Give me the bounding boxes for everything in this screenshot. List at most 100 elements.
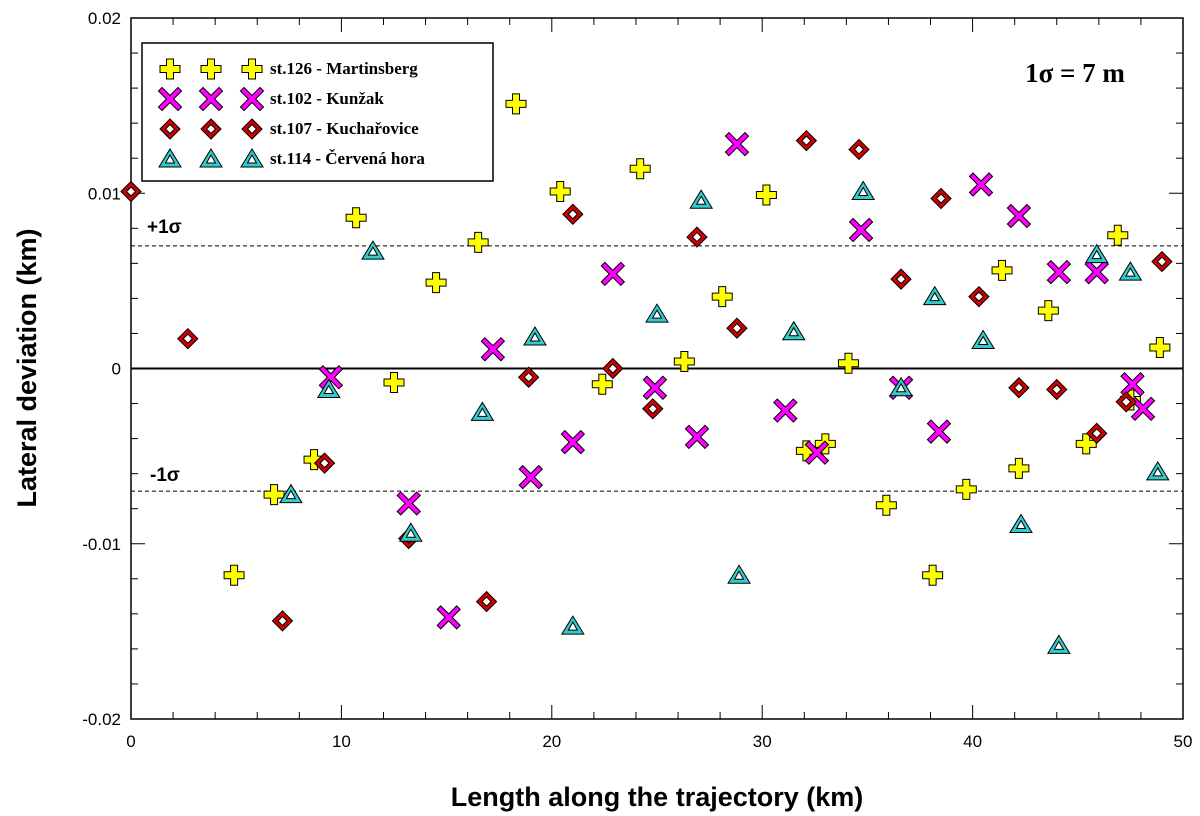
y-axis-title: Lateral deviation (km) (12, 228, 42, 507)
data-point-plus (922, 564, 944, 586)
data-point-plus (673, 350, 695, 372)
x-tick-label: 30 (753, 732, 772, 751)
data-point-plus (303, 449, 325, 471)
y-tick-label: 0 (112, 360, 121, 379)
data-point-x (318, 365, 344, 390)
data-point-x (1120, 372, 1145, 397)
data-point-diamond (475, 590, 498, 613)
data-point-diamond (177, 328, 199, 350)
data-point-triangle (1046, 634, 1071, 654)
legend-marker-x (198, 86, 224, 112)
legend-marker-diamond (200, 118, 222, 140)
data-point-plus (467, 231, 489, 253)
data-point-x (724, 131, 750, 157)
data-point-diamond (120, 180, 142, 203)
data-point-plus (1037, 300, 1059, 322)
data-point-diamond (271, 610, 294, 632)
data-point-triangle (470, 401, 495, 421)
data-point-triangle (851, 180, 876, 200)
x-tick-labels: 0 10 20 30 40 50 (126, 732, 1192, 751)
data-point-x (480, 336, 506, 362)
legend-markers (157, 58, 265, 168)
data-point-triangle (316, 378, 341, 399)
data-point-triangle (689, 189, 714, 209)
legend-label-martinsberg: st.126 - Martinsberg (270, 59, 418, 78)
data-point-plus (1149, 336, 1171, 358)
reference-lines (131, 245, 1183, 492)
data-point-diamond (562, 203, 584, 225)
data-point-plus (223, 564, 245, 586)
data-point-x (1046, 259, 1072, 285)
legend: st.126 - Martinsberg st.102 - Kunžak st.… (141, 42, 494, 182)
data-point-plus (629, 158, 651, 180)
data-point-plus (549, 180, 571, 202)
data-point-x (436, 605, 461, 630)
data-point-triangle (523, 325, 547, 346)
data-point-plus (755, 184, 777, 206)
data-point-plus (837, 352, 859, 374)
data-point-diamond (726, 317, 748, 339)
data-point-plus (505, 93, 527, 115)
data-point-triangle (1145, 460, 1170, 481)
data-point-plus (1075, 433, 1097, 455)
x-tick-label: 40 (963, 732, 982, 751)
legend-label-cervena-hora: st.114 - Červená hora (270, 149, 425, 168)
data-point-diamond (930, 187, 952, 210)
data-point-x (1130, 396, 1156, 422)
legend-marker-triangle (199, 148, 223, 168)
x-tick-label: 0 (126, 732, 135, 751)
data-point-diamond (1008, 377, 1030, 399)
x-tick-label: 10 (332, 732, 351, 751)
data-point-plus (711, 286, 733, 308)
data-point-triangle (1084, 243, 1109, 264)
data-point-x (684, 424, 710, 450)
legend-label-kucharovice: st.107 - Kuchařovice (270, 119, 419, 138)
data-point-triangle (560, 615, 585, 635)
data-point-triangle (889, 376, 913, 397)
data-point-plus (591, 373, 613, 395)
data-point-plus (1008, 457, 1030, 479)
data-point-plus (1107, 224, 1129, 246)
data-point-triangle (922, 285, 947, 306)
data-point-x (968, 172, 994, 197)
data-points (120, 93, 1173, 654)
minus-sigma-label: -1σ (150, 465, 180, 486)
data-point-plus (383, 372, 405, 394)
legend-marker-triangle (240, 148, 264, 168)
data-point-x (600, 261, 626, 287)
data-point-diamond (602, 357, 624, 380)
data-point-triangle (645, 303, 669, 323)
data-point-diamond (313, 452, 336, 474)
legend-label-kunzak: st.102 - Kunžak (270, 89, 384, 108)
data-point-diamond (1151, 250, 1173, 273)
data-point-x (848, 217, 874, 243)
data-point-x (518, 464, 544, 490)
data-point-triangle (361, 240, 385, 260)
plus-sigma-label: +1σ (147, 217, 182, 238)
data-point-x (1006, 203, 1032, 229)
data-point-triangle (781, 320, 806, 341)
data-point-diamond (968, 285, 990, 308)
data-point-triangle (1009, 513, 1033, 533)
x-tick-label: 50 (1174, 732, 1193, 751)
data-point-x (1084, 259, 1109, 285)
data-point-plus (345, 207, 367, 229)
data-point-triangle (1118, 261, 1143, 281)
data-point-triangle (971, 329, 996, 349)
data-point-diamond (686, 226, 708, 248)
data-point-x (560, 429, 586, 455)
data-point-x (926, 419, 952, 444)
legend-marker-plus (200, 58, 222, 80)
sigma-value-text: 1σ = 7 m (1025, 58, 1125, 88)
data-point-diamond (848, 138, 870, 161)
legend-marker-plus (159, 58, 181, 80)
legend-marker-triangle (158, 148, 182, 168)
data-point-triangle (727, 564, 751, 584)
data-point-plus (991, 259, 1013, 281)
data-point-diamond (517, 366, 540, 388)
data-point-plus (425, 272, 447, 294)
y-tick-label: -0.01 (82, 535, 121, 554)
x-axis-title: Length along the trajectory (km) (451, 782, 864, 812)
legend-marker-diamond (159, 118, 181, 140)
data-point-plus (955, 478, 977, 500)
